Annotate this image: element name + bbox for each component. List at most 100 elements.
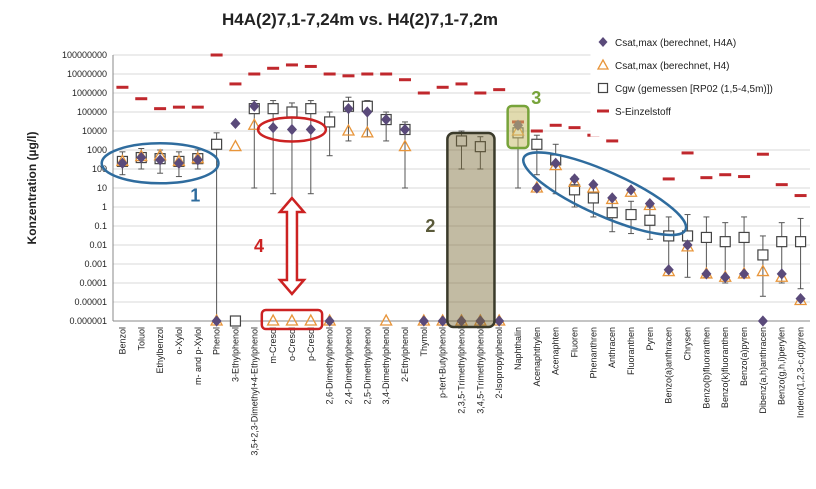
csat-h4-point	[285, 313, 299, 326]
x-tick-label: 3,4-Dimethylphenol	[381, 327, 391, 405]
csat-h4a-point	[381, 113, 392, 126]
csat-h4-point	[247, 117, 261, 130]
x-tick-label: 3,5+2,3-Dimethyl+4-Ethylphenol	[249, 327, 259, 456]
x-tick-label: Benzo(k)fluoranthen	[720, 327, 730, 408]
x-tick-label: Benzo(a)anthracen	[664, 327, 674, 404]
x-tick-label: Acenaphthylen	[532, 327, 542, 387]
cgw-point	[700, 231, 712, 244]
csat-h4a-point	[682, 239, 693, 251]
csat-h4a-point	[399, 123, 411, 136]
csat-h4-point	[398, 139, 412, 152]
cgw-point	[776, 236, 788, 248]
cgw-point	[474, 141, 486, 153]
x-tick-label: Ethylbenzol	[155, 327, 165, 374]
csat-h4-point	[304, 313, 318, 326]
x-tick-label: Acenaphten	[551, 327, 561, 375]
x-tick-label: Phenanthren	[588, 327, 598, 379]
annotation-arrow-4	[277, 196, 307, 296]
x-tick-label: 3,4,5-Trimethylphenol	[475, 327, 485, 414]
x-tick-label: Fluoren	[570, 327, 580, 358]
cgw-point	[229, 315, 242, 327]
x-tick-label: Toluol	[136, 327, 146, 351]
y-tick-label: 10000	[82, 126, 107, 136]
annotation-box-3	[506, 104, 530, 150]
y-tick-label: 100000	[77, 107, 107, 117]
csat-h4a-point	[776, 268, 787, 280]
cgw-point	[568, 184, 581, 196]
csat-h4a-point	[192, 154, 203, 166]
csat-h4a-point	[757, 315, 768, 327]
csat-h4a-point	[362, 106, 373, 118]
cgw-point	[531, 138, 543, 150]
cgw-point	[587, 192, 599, 204]
legend-label: Csat,max (berechnet, H4A)	[615, 38, 736, 49]
y-tick-label: 1000	[87, 145, 107, 155]
x-tick-label: Benzo(b)fluoranthen	[701, 327, 711, 409]
y-tick-label: 0.00001	[74, 297, 107, 307]
x-tick-label: p-tert-Butylphenol	[438, 327, 448, 398]
x-tick-label: Benzol	[117, 327, 127, 355]
x-tick-label: o-Xylol	[174, 327, 184, 355]
y-tick-label: 100000000	[62, 50, 107, 60]
csat-h4a-point	[173, 157, 184, 169]
csat-h4-point	[379, 313, 393, 326]
x-tick-label: Pyren	[645, 327, 655, 351]
csat-h4-point	[266, 313, 280, 326]
x-tick-label: m-Cresol	[268, 327, 278, 364]
cgw-point	[625, 208, 637, 221]
csat-h4-point	[360, 125, 374, 138]
x-tick-label: Benzo(g,h,i)perylen	[777, 327, 787, 405]
csat-h4a-point	[663, 264, 674, 276]
x-tick-label: 2-Isopropylphenol	[494, 327, 504, 399]
annotation-ellipse-1-right	[522, 151, 688, 237]
x-tick-label: 2,4-Dimethylphenol	[343, 327, 353, 405]
csat-h4a-point	[588, 179, 599, 191]
x-tick-label: Thymol	[419, 327, 429, 357]
x-tick-label: Indeno(1,2,3-c,d)pyren	[796, 327, 806, 418]
csat-h4a-point	[324, 315, 335, 327]
y-tick-label: 0.01	[89, 240, 107, 250]
y-tick-label: 0.0001	[79, 278, 107, 288]
x-tick-label: 2,6-Dimethylphenol	[325, 327, 335, 405]
csat-h4a-point	[531, 182, 542, 194]
csat-h4a-point	[720, 271, 731, 283]
csat-h4a-point	[286, 123, 297, 136]
legend-swatch-diamond	[598, 37, 608, 47]
csat-h4a-point	[795, 293, 806, 305]
x-tick-label: Dibenz(a,h)anthracen	[758, 327, 768, 414]
csat-h4a-point	[626, 184, 637, 196]
cgw-point	[324, 116, 336, 128]
cgw-point	[305, 103, 317, 115]
csat-h4-point	[228, 139, 243, 152]
legend-swatch-square	[597, 82, 609, 94]
legend-label: Cgw (gemessen [RP02 (1,5-4,5m)])	[615, 84, 773, 95]
y-tick-label: 1	[102, 202, 107, 212]
legend-label: S-Einzelstoff	[615, 107, 671, 118]
csat-h4a-point	[268, 122, 279, 134]
cgw-point	[738, 231, 750, 244]
csat-h4a-point	[230, 117, 241, 130]
csat-h4a-point	[569, 173, 580, 185]
legend-swatch-triangle	[596, 58, 610, 70]
y-tick-label: 0.000001	[69, 316, 107, 326]
csat-h4-point	[341, 123, 356, 136]
x-tick-label: p-Cresol	[306, 327, 316, 361]
cgw-point	[267, 103, 279, 115]
csat-h4a-point	[550, 157, 561, 169]
x-tick-label: m- and p-Xylol	[193, 327, 203, 385]
csat-h4-point	[756, 264, 770, 277]
annotation-label-1-left: 1	[190, 185, 200, 205]
legend-box	[590, 29, 812, 137]
cgw-point	[211, 138, 223, 150]
cgw-point	[794, 236, 807, 248]
x-tick-label: Phenol	[212, 327, 222, 355]
annotation-box-cresols-low	[260, 308, 324, 331]
cgw-point	[644, 214, 656, 226]
y-axis-label: Konzentration (µg/l)	[25, 132, 39, 245]
csat-h4a-point	[418, 315, 429, 327]
annotation-ellipse-cresols	[256, 116, 328, 143]
cgw-point	[719, 236, 731, 248]
csat-h4a-point	[249, 100, 260, 112]
x-tick-label: o-Cresol	[287, 327, 297, 361]
